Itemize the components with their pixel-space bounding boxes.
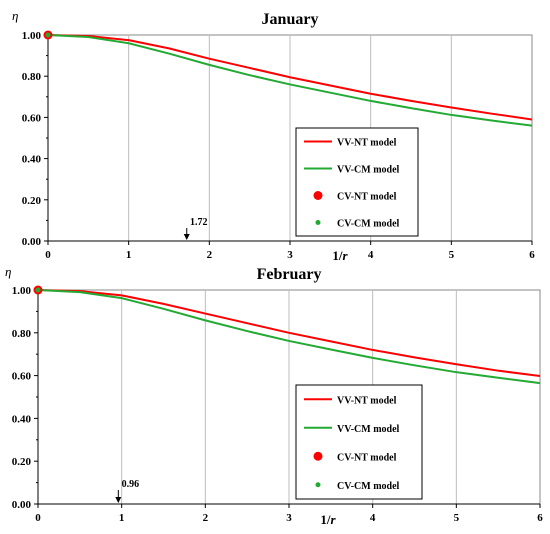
series-line-vv-nt-model	[37, 289, 541, 378]
y-tick-label: 1.00	[12, 285, 32, 297]
chart-january: 0.00 0.20 0.40 0.60 0.80 1.00 0 1 2 3 4 5 6 January η 1…	[12, 8, 535, 263]
legend: VV-NT model VV-CM model CV-NT model CV-CM m…	[295, 384, 423, 500]
x-axis-label: 1/r	[320, 512, 336, 527]
x-tick-label: 2	[207, 249, 213, 261]
x-tick-label: 3	[286, 512, 292, 524]
chart-title: January	[262, 11, 319, 28]
y-tick-label: 0.80	[12, 328, 32, 340]
legend-entry-label: VV-CM model	[337, 165, 400, 176]
legend-swatch-marker	[315, 482, 321, 488]
x-tick-label: 3	[287, 249, 293, 261]
x-axis-label: 1/r	[332, 248, 348, 263]
x-tick-label: 0	[45, 249, 51, 261]
x-tick-label: 1	[119, 512, 125, 524]
legend-entry-label: CV-NT model	[337, 452, 397, 463]
legend-box	[295, 127, 419, 237]
x-tick-label: 4	[368, 249, 374, 261]
y-axis-label: η	[12, 8, 18, 23]
y-tick-label: 0.00	[22, 236, 42, 248]
legend: VV-NT model VV-CM model CV-NT model CV-CM m…	[295, 127, 419, 237]
legend-entry-label: CV-CM model	[337, 219, 400, 230]
x-tick-label: 1	[126, 249, 132, 261]
y-tick-label: 0.80	[22, 71, 42, 83]
x-tick-label: 5	[449, 249, 455, 261]
y-tick-label: 0.40	[12, 413, 32, 425]
series-line-vv-nt-model	[47, 34, 533, 121]
legend-entry-label: VV-NT model	[337, 138, 397, 149]
annotation-label: 1.72	[190, 217, 208, 228]
chart-february: 0.00 0.20 0.40 0.60 0.80 1.00 0 1 2 3 4 5 6 February η…	[5, 264, 543, 527]
y-tick-label: 0.60	[12, 371, 32, 383]
legend-swatch-marker	[313, 451, 323, 461]
x-tick-label: 2	[203, 512, 209, 524]
x-tick-label: 6	[529, 249, 535, 261]
y-axis-label: η	[5, 264, 11, 279]
y-tick-label: 0.20	[22, 195, 42, 207]
annotation-arrow-head	[183, 234, 190, 240]
x-tick-label: 6	[537, 512, 543, 524]
annotation-label: 0.96	[122, 479, 140, 490]
y-tick-label: 0.00	[12, 499, 32, 511]
annotation-arrow-head	[115, 497, 122, 503]
legend-box	[295, 384, 423, 500]
series-line-vv-cm-model	[47, 34, 533, 127]
y-tick-label: 0.60	[22, 112, 42, 124]
legend-entry-label: CV-NT model	[337, 192, 397, 203]
y-tick-label: 1.00	[22, 30, 42, 42]
x-tick-label: 0	[35, 512, 41, 524]
series-line-vv-cm-model	[37, 289, 541, 385]
chart-title: February	[257, 266, 322, 283]
legend-entry-label: CV-CM model	[337, 481, 400, 492]
series-point-cv-cm-model	[35, 287, 41, 293]
legend-entry-label: VV-CM model	[337, 424, 400, 435]
series-point-cv-cm-model	[45, 32, 51, 38]
y-tick-label: 0.40	[22, 154, 42, 166]
x-tick-label: 4	[370, 512, 376, 524]
legend-entry-label: VV-NT model	[337, 395, 397, 406]
legend-swatch-marker	[315, 220, 321, 225]
legend-swatch-marker	[313, 191, 323, 200]
y-tick-label: 0.20	[12, 456, 32, 468]
x-tick-label: 5	[454, 512, 460, 524]
